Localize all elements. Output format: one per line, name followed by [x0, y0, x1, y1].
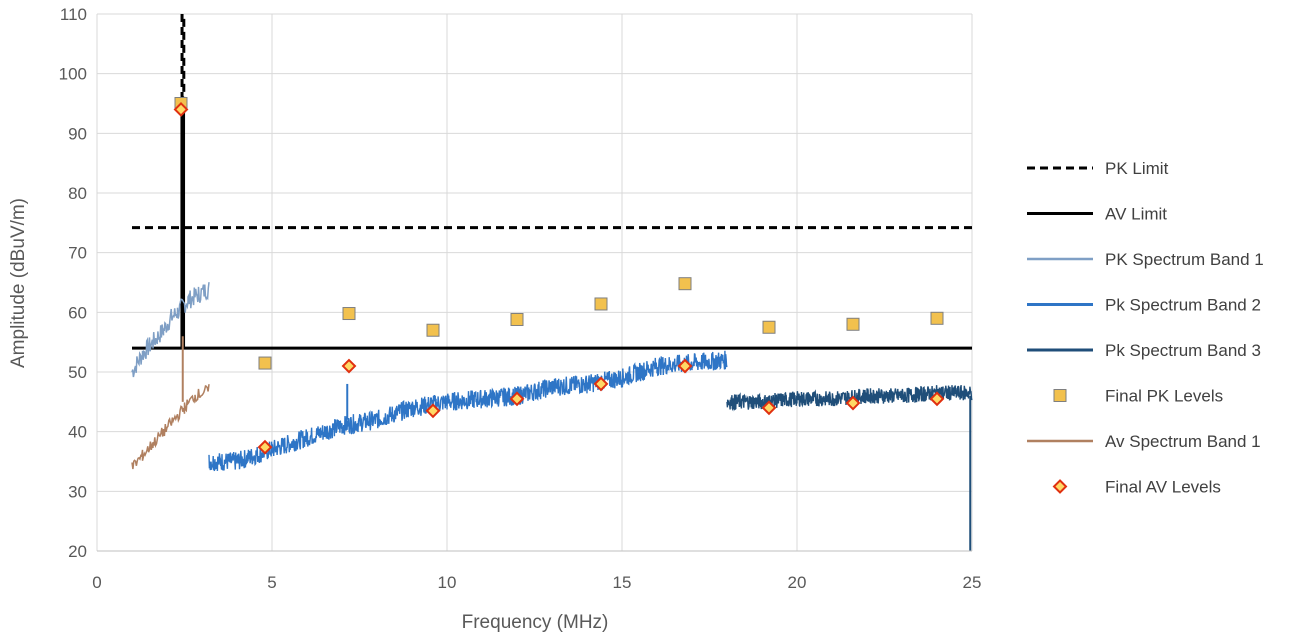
- legend-pk-spectrum-band-1-label: PK Spectrum Band 1: [1105, 250, 1264, 269]
- legend-av-limit-label: AV Limit: [1105, 205, 1167, 224]
- y-axis-title: Amplitude (dBuV/m): [8, 198, 29, 368]
- grid: [96, 13, 973, 552]
- av-spectrum-band-1: [131, 384, 210, 470]
- final-pk-marker: [510, 312, 524, 326]
- final-pk-marker: [846, 317, 860, 331]
- av-limit-spike: [180, 102, 186, 349]
- pk-spectrum-band-2: [208, 350, 728, 472]
- pk-limit-spike: [180, 14, 186, 100]
- final-av-marker: [677, 358, 693, 374]
- final-pk-marker: [426, 323, 440, 337]
- y-tick-label: 40: [68, 423, 87, 442]
- final-pk-marker: [342, 307, 356, 321]
- x-tick-label: 0: [92, 573, 101, 592]
- final-av-marker: [593, 376, 609, 392]
- legend-av-spectrum-band-1-label: Av Spectrum Band 1: [1105, 432, 1261, 451]
- final-av-marker: [173, 102, 189, 117]
- y-tick-label: 100: [59, 65, 87, 84]
- y-tick-label: 80: [68, 184, 87, 203]
- final-pk-marker: [258, 356, 272, 370]
- y-tick-label: 50: [68, 363, 87, 382]
- final-pk-marker: [594, 297, 608, 311]
- final-av-marker: [509, 391, 525, 407]
- final-av-marker: [761, 400, 777, 416]
- series-layer: [131, 14, 973, 551]
- y-tick-label: 110: [60, 5, 87, 24]
- x-tick-label: 25: [963, 573, 982, 592]
- legend-final-pk-levels-swatch: [1053, 389, 1067, 402]
- final-av-marker: [929, 391, 945, 407]
- legend-pk-spectrum-band-2-label: Pk Spectrum Band 2: [1105, 296, 1261, 315]
- final-pk-marker: [930, 311, 944, 325]
- legend-final-av-levels-label: Final AV Levels: [1105, 478, 1221, 497]
- legend-pk-spectrum-band-3-label: Pk Spectrum Band 3: [1105, 341, 1261, 360]
- marker-layer: [173, 97, 945, 455]
- final-pk-marker: [762, 320, 776, 334]
- x-tick-label: 10: [438, 573, 457, 592]
- legend: PK Limit AV Limit PK Spectrum Band 1 Pk Spe…: [1027, 159, 1264, 497]
- final-pk-marker: [678, 277, 692, 291]
- x-axis-title: Frequency (MHz): [462, 612, 609, 633]
- final-av-marker: [341, 358, 357, 374]
- y-tick-label: 30: [68, 482, 87, 501]
- y-tick-label: 60: [68, 303, 87, 322]
- final-av-marker: [257, 439, 273, 455]
- axes: 20 30 40 50 60 70 80 90 100 110 0 5 10 15 20 25: [59, 5, 982, 592]
- legend-final-pk-levels-label: Final PK Levels: [1105, 387, 1223, 406]
- x-tick-label: 15: [613, 573, 632, 592]
- final-av-marker: [425, 403, 441, 419]
- y-tick-label: 90: [68, 124, 87, 143]
- pk-spectrum-band-1: [131, 282, 210, 378]
- final-av-marker: [845, 395, 861, 411]
- y-tick-label: 20: [68, 542, 87, 561]
- y-tick-label: 70: [68, 244, 87, 263]
- x-tick-label: 20: [788, 573, 807, 592]
- legend-pk-limit-label: PK Limit: [1105, 159, 1169, 178]
- legend-final-av-levels-swatch: [1052, 479, 1068, 494]
- x-tick-label: 5: [267, 573, 276, 592]
